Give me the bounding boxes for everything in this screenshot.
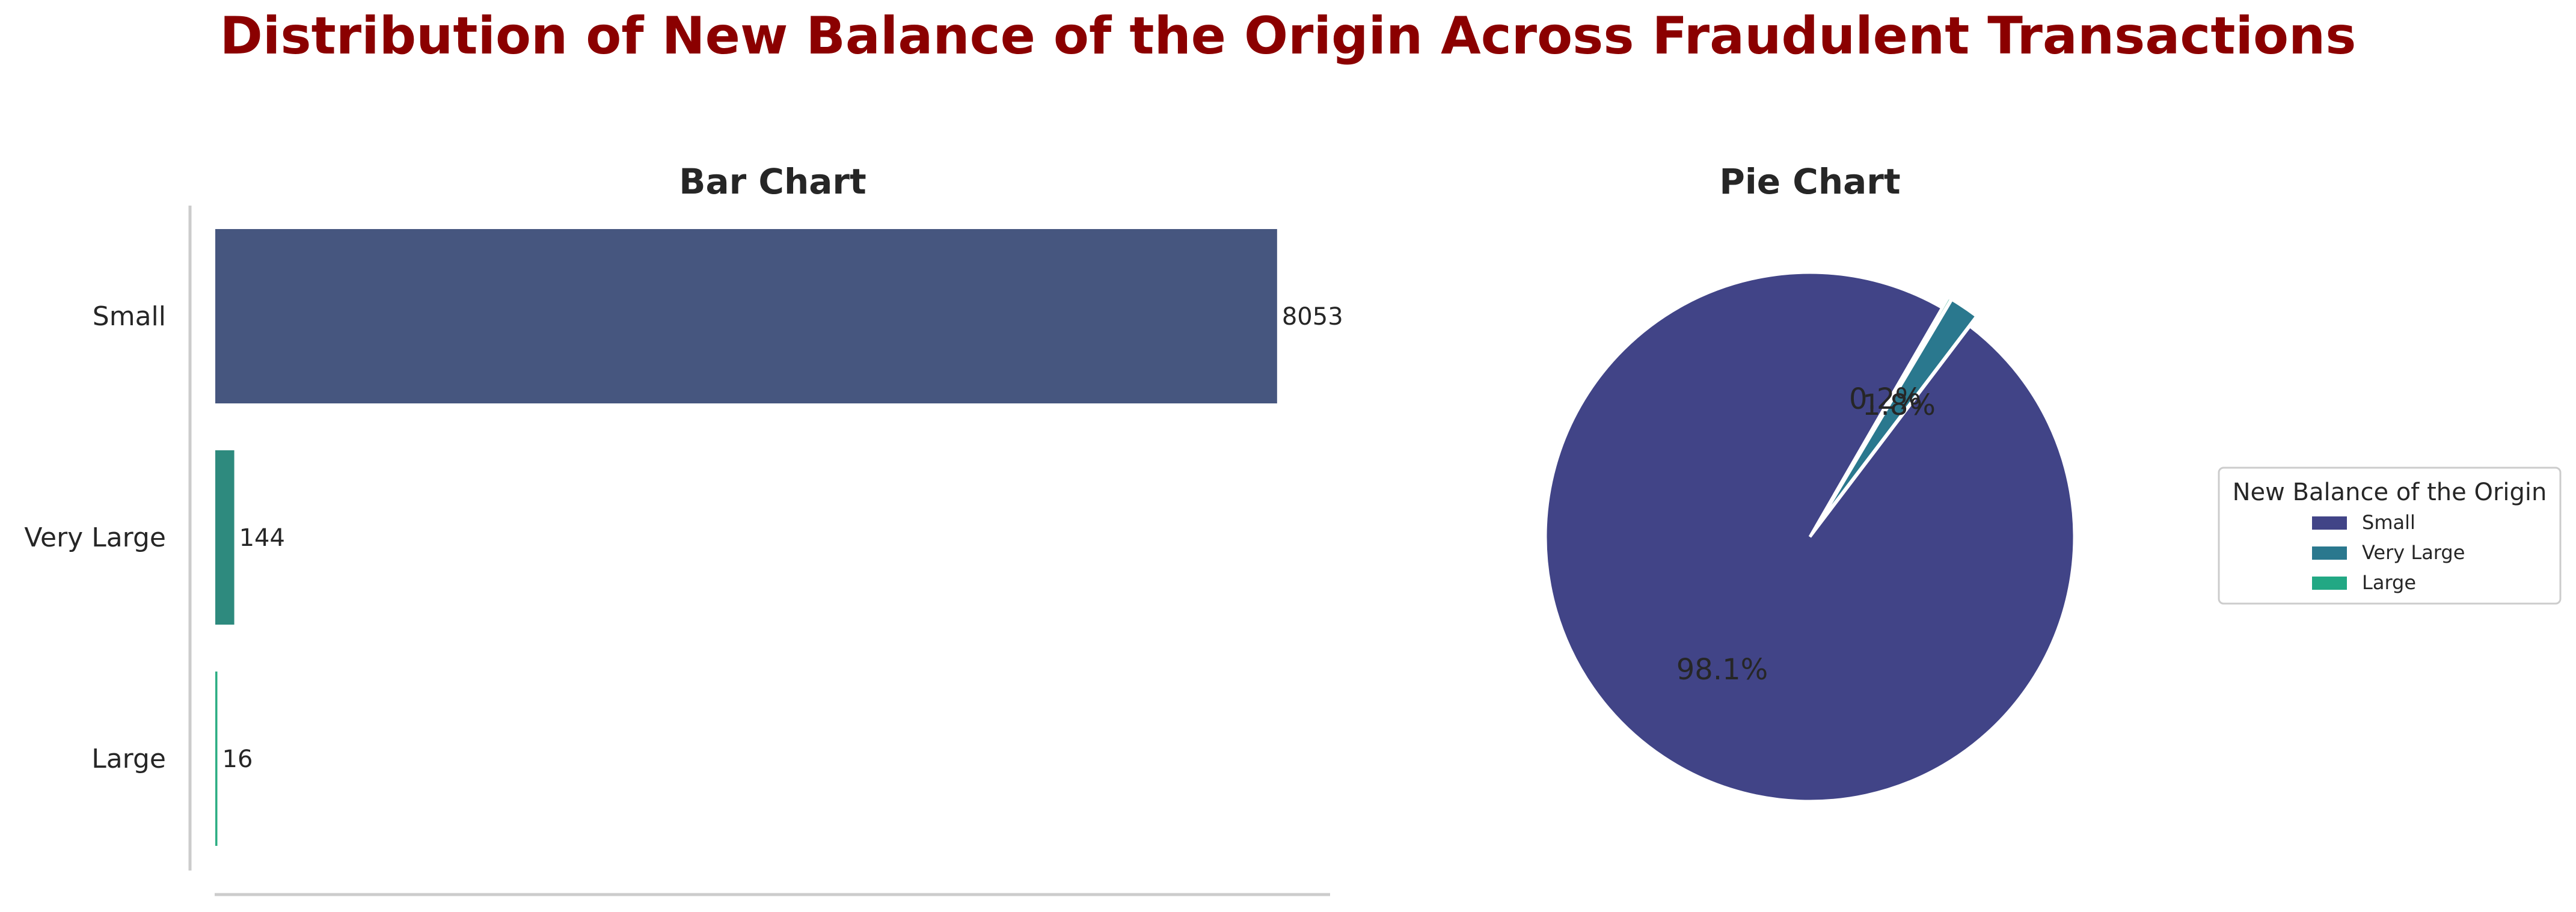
legend-swatch (2312, 577, 2347, 590)
pie-pct-label: 1.8% (1862, 388, 1936, 422)
bar-very-large (215, 450, 235, 625)
bar-large (215, 672, 218, 846)
legend-entry-label: Small (2362, 511, 2415, 534)
legend-swatch (2312, 516, 2347, 530)
bar-value-label: 144 (239, 524, 285, 552)
legend-title: New Balance of the Origin (2233, 479, 2547, 506)
bar-tick-label: Small (93, 301, 166, 332)
bar-value-label: 16 (222, 745, 253, 773)
bar-value-label: 8053 (1282, 303, 1343, 331)
pie-slice-large (1814, 295, 1954, 528)
legend-entry-label: Very Large (2362, 541, 2465, 564)
legend-items: Small Very Large Large (2312, 511, 2465, 594)
legend-swatch (2312, 546, 2347, 560)
pie-marks: 98.1% 1.8%0.2% (1544, 271, 2076, 803)
pie-chart-panel: Pie Chart 98.1% 1.8%0.2% (1544, 161, 2076, 803)
bar-marks: Small 8053 Very Large 144 Large 16 (24, 229, 1343, 846)
pie-pct-label: 0.2% (1849, 382, 1922, 416)
figure-title: Distribution of New Balance of the Origi… (219, 6, 2357, 66)
bar-tick-label: Very Large (24, 522, 166, 553)
bar-small (215, 229, 1277, 403)
pie-legend: New Balance of the Origin Small Very Larg… (2218, 467, 2562, 605)
bar-chart-title: Bar Chart (679, 161, 866, 202)
pie-slice-small (1544, 271, 2076, 803)
legend-entry-label: Large (2362, 571, 2416, 594)
legend-frame (2218, 467, 2562, 605)
pie-chart-title: Pie Chart (1719, 161, 1900, 202)
pie-pct-label: 98.1% (1676, 653, 1768, 687)
bar-tick-label: Large (91, 744, 166, 774)
bar-chart-panel: Bar Chart Small 8053 Very Large 144 Large 16 (24, 161, 1343, 896)
